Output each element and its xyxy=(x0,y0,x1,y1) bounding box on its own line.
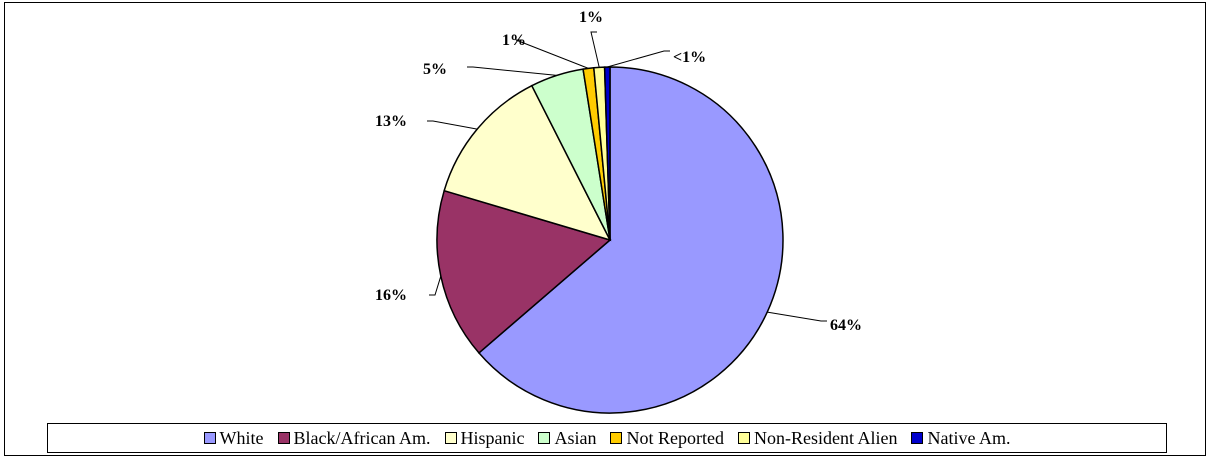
legend-item: Non-Resident Alien xyxy=(737,427,898,449)
legend-label: Non-Resident Alien xyxy=(753,427,898,448)
legend-item: Hispanic xyxy=(444,427,525,449)
chart-frame: 64% 16% 13% 5% 1% 1% <1% White Black/African Am… xyxy=(4,2,1206,456)
legend: White Black/African Am. Hispanic Asian Not R… xyxy=(47,423,1167,453)
legend-label: Native Am. xyxy=(927,427,1011,448)
legend-item: White xyxy=(203,427,264,449)
legend-label: Not Reported xyxy=(626,427,724,448)
legend-label: Black/African Am. xyxy=(293,427,431,448)
legend-item: Not Reported xyxy=(610,427,724,449)
data-label: 5% xyxy=(423,61,447,78)
leader-line xyxy=(427,120,478,130)
pie-chart: 64% 16% 13% 5% 1% 1% <1% xyxy=(375,9,862,414)
legend-swatch xyxy=(538,432,551,444)
data-label: 1% xyxy=(502,32,526,49)
legend-item: Native Am. xyxy=(911,428,1010,449)
data-label: <1% xyxy=(673,49,706,66)
data-label: 1% xyxy=(579,9,603,26)
data-label: 64% xyxy=(830,317,862,334)
data-label: 16% xyxy=(375,287,407,304)
pie-slice-white xyxy=(477,66,784,414)
legend-swatch xyxy=(444,432,457,444)
legend-item: Black/African Am. xyxy=(277,427,431,449)
leader-line xyxy=(467,66,557,76)
pie-slice-native-am xyxy=(603,66,611,241)
legend-label: White xyxy=(219,427,264,448)
leader-line xyxy=(590,31,600,68)
legend-swatch xyxy=(277,432,290,444)
leader-line xyxy=(515,39,589,69)
legend-swatch xyxy=(737,432,750,444)
pie-slice-hispanic xyxy=(443,84,612,242)
legend-swatch xyxy=(203,432,216,444)
legend-label: Asian xyxy=(554,427,597,448)
legend-swatch xyxy=(610,432,623,444)
legend-label: Hispanic xyxy=(460,427,525,448)
legend-item: Asian xyxy=(538,428,596,449)
data-label: 13% xyxy=(375,113,407,130)
leader-line xyxy=(767,311,827,322)
leader-line xyxy=(607,50,670,68)
leader-line xyxy=(429,276,442,296)
legend-swatch xyxy=(911,432,924,444)
